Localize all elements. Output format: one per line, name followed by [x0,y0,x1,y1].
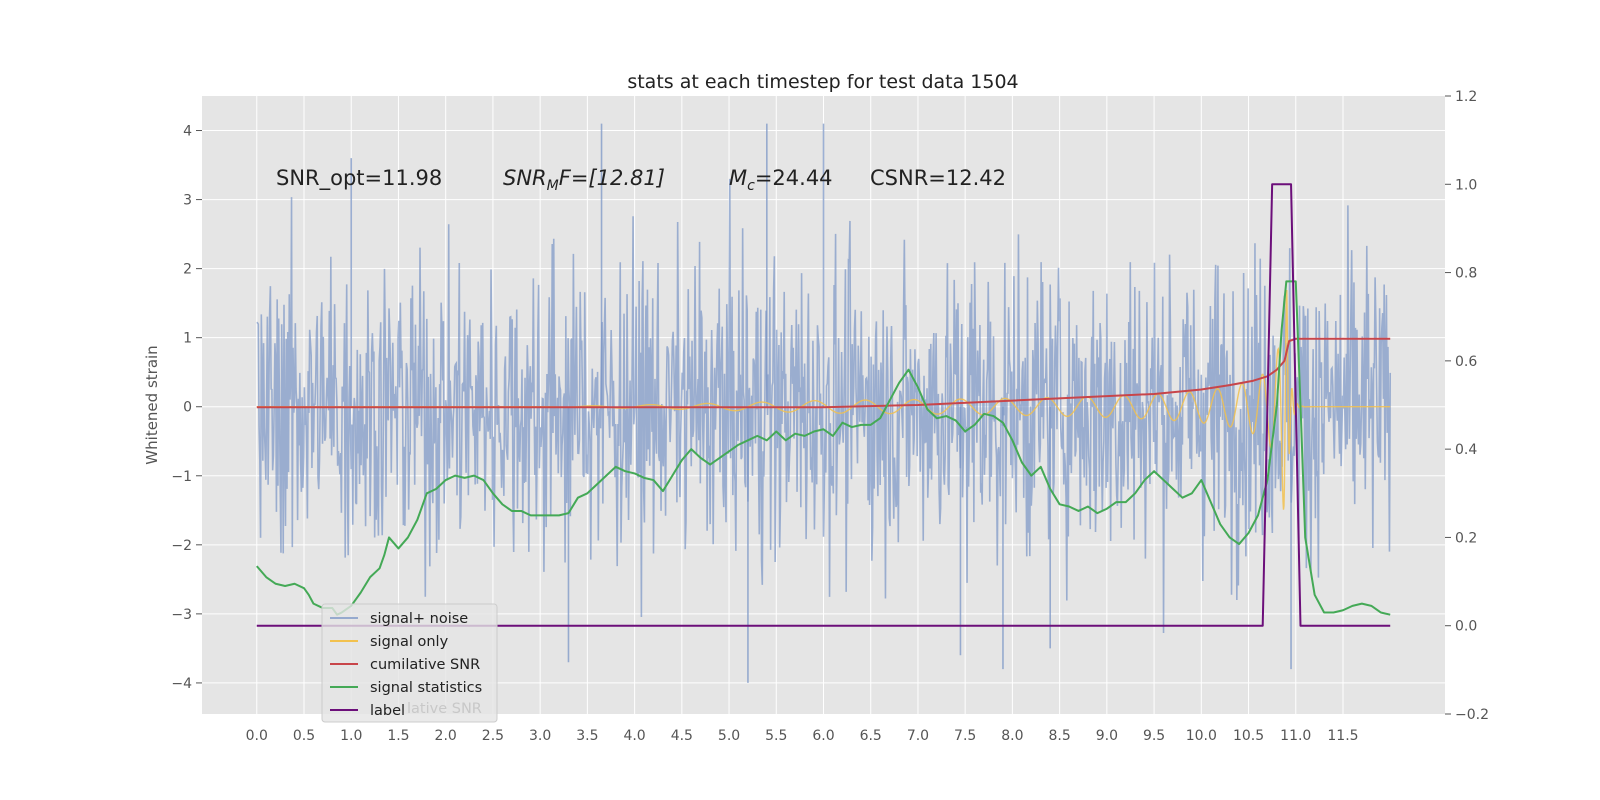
y2-tick-label: 0.2 [1455,530,1477,546]
x-tick-label: 7.0 [907,728,929,744]
legend-signal-statistics: signal statistics [330,680,482,696]
y2-tick-label: 1.2 [1455,89,1477,105]
annotation-csnr: CSNR=12.42 [870,166,1006,190]
signal-noise-line [256,178,1392,634]
legend-label: label [330,703,405,719]
cumilative-snr-line [256,337,1391,409]
annotation-snr-mf-base: SNR [503,166,547,190]
x-tick-label: 7.5 [954,728,976,744]
annotation-snr-opt: SNR_opt=11.98 [276,166,442,191]
y-axis-label: Whitened strain [143,345,161,464]
y2-tick-label: 0.0 [1455,619,1477,635]
label-line [256,183,1391,627]
legend-label-text: signal only [370,634,449,650]
legend-signal-noise: signal+ noise [330,611,468,627]
y-tick-label: 4 [183,124,192,140]
annotation-mc-base: M [729,166,747,190]
signal-statistics-line [256,280,1391,616]
x-tick-label: 3.0 [529,728,551,744]
x-tick-label: 2.5 [482,728,504,744]
legend-label-text: signal statistics [370,680,482,696]
x-tick-label: 10.0 [1186,728,1217,744]
y-tick-label: 2 [183,262,192,278]
y-tick-label: −1 [171,469,192,485]
annotation-snr-mf-value: F=[12.81] [559,166,665,190]
x-tick-label: 4.5 [671,728,693,744]
annotation-mc: Mc=24.44 [729,166,833,194]
y2-tick-label: 0.8 [1455,266,1477,282]
y2-tick-label: 0.4 [1455,442,1477,458]
x-tick-label: 10.5 [1233,728,1264,744]
x-tick-label: 2.0 [435,728,457,744]
y-tick-label: −4 [171,676,192,692]
annotations: SNR_opt=11.98 SNRMF=[12.81] Mc=24.44 CSN… [276,166,1006,194]
x-tick-label: 6.5 [860,728,882,744]
x-tick-label: 9.5 [1143,728,1165,744]
x-tick-label: 0.0 [246,728,268,744]
y-tick-label: 3 [183,193,192,209]
annotation-mc-sub: c [747,178,755,194]
x-tick-label: 11.0 [1280,728,1311,744]
line-series [256,183,1391,627]
legend-cumilative-snr: cumilative SNR [330,657,480,673]
x-tick-label: 6.0 [812,728,834,744]
legend-label-text: signal+ noise [370,611,468,627]
legend-label-text: label [370,703,405,719]
x-tick-label: 3.5 [576,728,598,744]
x-tick-label: 8.5 [1048,728,1070,744]
legend-ghost-text: lative SNR [407,701,482,717]
x-tick-label: 9.0 [1096,728,1118,744]
y2-tick-label: 0.6 [1455,354,1477,370]
legend-box [321,603,498,723]
x-tick-label: 11.5 [1327,728,1358,744]
legend-items: signal+ noise signal only cumilative SNR si… [330,611,482,719]
annotation-snr-mf: SNRMF=[12.81] [503,166,665,194]
y-tick-label: −2 [171,538,192,554]
y-tick-label: −3 [171,607,192,623]
annotation-mc-value: =24.44 [755,166,833,190]
x-tick-label: 1.5 [387,728,409,744]
legend-signal-only: signal only [330,634,449,650]
y-tick-label: 1 [183,331,192,347]
x-tick-label: 8.0 [1001,728,1023,744]
y2-tick-label: 1.0 [1455,177,1477,193]
x-tick-label: 4.0 [623,728,645,744]
annotation-snr-mf-sub: M [547,178,559,194]
x-tick-label: 5.5 [765,728,787,744]
chart-title: stats at each timestep for test data 150… [627,71,1018,93]
x-tick-label: 5.0 [718,728,740,744]
x-tick-label: 1.0 [340,728,362,744]
signal-noise-series [256,123,1392,683]
y-tick-label: 0 [183,400,192,416]
legend-label-text: cumilative SNR [370,657,480,673]
legend: lative SNR signal+ noise signal only cumil… [321,603,498,723]
axis-ticks: 0.0 0.5 1.0 1.5 2.0 2.5 3.0 3.5 4.0 4.5 5.0 5.5 6.0 6… [171,89,1489,744]
x-tick-label: 0.5 [293,728,315,744]
y2-tick-label: −0.2 [1455,707,1489,723]
